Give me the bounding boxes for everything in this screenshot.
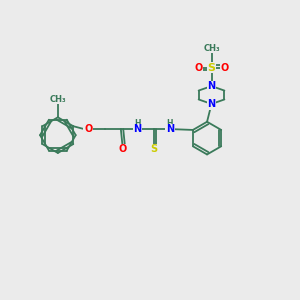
Text: O: O — [221, 63, 229, 73]
Text: S: S — [208, 63, 215, 73]
Text: N: N — [208, 81, 216, 91]
Text: N: N — [166, 124, 174, 134]
Text: N: N — [208, 99, 216, 109]
Text: CH₃: CH₃ — [203, 44, 220, 53]
Text: H: H — [134, 119, 140, 128]
Text: H: H — [167, 119, 173, 128]
Text: O: O — [118, 144, 127, 154]
Text: CH₃: CH₃ — [50, 95, 66, 104]
Text: O: O — [84, 124, 92, 134]
Text: O: O — [194, 63, 202, 73]
Text: S: S — [150, 144, 157, 154]
Text: N: N — [133, 124, 141, 134]
